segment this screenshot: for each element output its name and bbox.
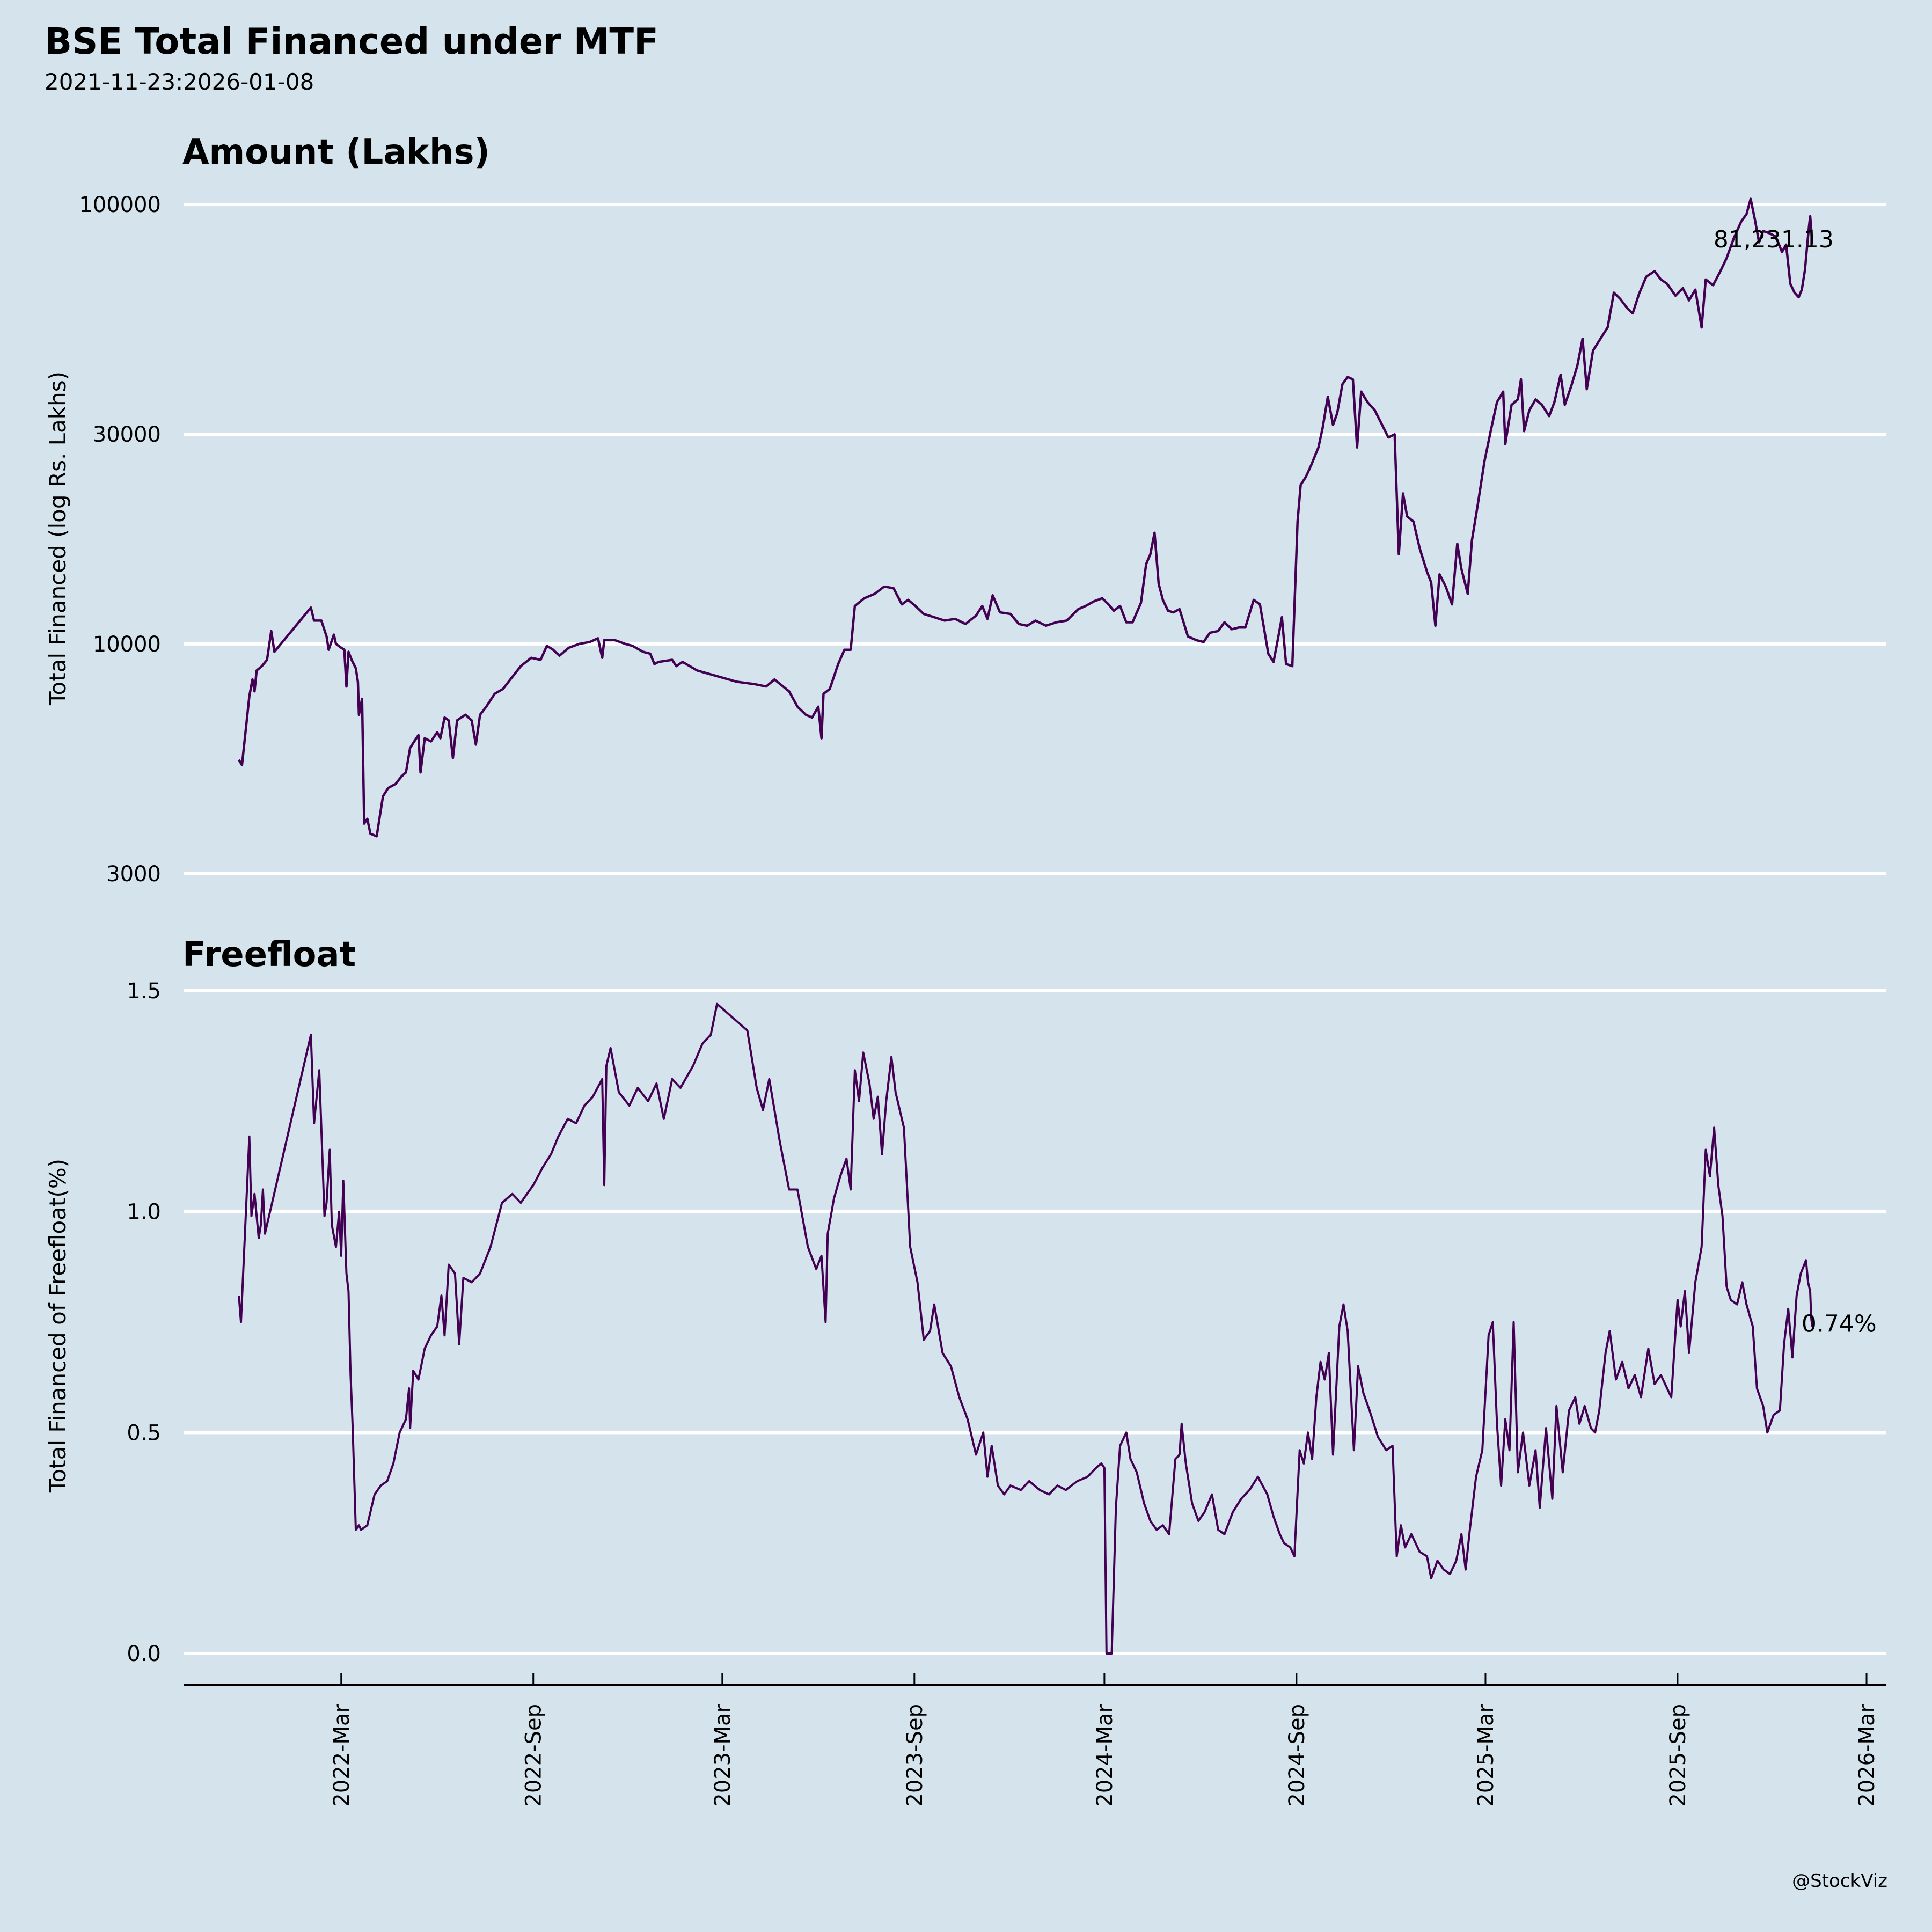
amount-y-tick-label: 3000 — [106, 862, 161, 887]
x-tick-label: 2022-Sep — [522, 1704, 546, 1807]
freefloat-last-value-label: 0.74% — [1802, 1311, 1877, 1338]
amount-gridlines — [184, 203, 1886, 875]
x-tick-label: 2025-Sep — [1666, 1704, 1690, 1807]
amount-y-tick-labels: 100000 30000 10000 3000 — [79, 193, 161, 887]
freefloat-y-axis-label: Total Financed of Freefloat(%) — [45, 1159, 71, 1493]
amount-panel-title: Amount (Lakhs) — [182, 133, 490, 172]
amount-panel: Amount (Lakhs) Total Financed (log Rs. L… — [45, 133, 1886, 887]
amount-y-tick-label: 100000 — [79, 193, 161, 217]
x-axis: 2022-Mar 2022-Sep 2023-Mar 2023-Sep 2024-Mar… — [184, 1673, 1886, 1807]
freefloat-panel: Freefloat Total Financed of Freefloat(%)… — [45, 935, 1886, 1666]
x-tick-label: 2024-Mar — [1093, 1703, 1117, 1806]
freefloat-series-line — [238, 1002, 1813, 1655]
footer-credit: @StockViz — [1792, 1870, 1887, 1892]
figure-subtitle: 2021-11-23:2026-01-08 — [45, 69, 314, 95]
x-tick-label: 2023-Sep — [903, 1704, 927, 1807]
amount-y-tick-label: 10000 — [93, 632, 161, 657]
amount-y-tick-label: 30000 — [93, 422, 161, 447]
freefloat-gridlines — [184, 989, 1886, 1655]
amount-y-axis-label: Total Financed (log Rs. Lakhs) — [45, 371, 71, 706]
amount-series-line — [238, 197, 1814, 838]
amount-last-value-label: 81,231.13 — [1714, 226, 1834, 253]
freefloat-y-tick-label: 1.5 — [127, 979, 161, 1004]
x-ticks: 2022-Mar 2022-Sep 2023-Mar 2023-Sep 2024-Mar… — [330, 1673, 1879, 1807]
freefloat-y-tick-label: 0.0 — [127, 1642, 161, 1666]
x-tick-label: 2022-Mar — [330, 1703, 354, 1806]
x-tick-label: 2026-Mar — [1855, 1703, 1879, 1806]
freefloat-y-tick-label: 1.0 — [127, 1200, 161, 1225]
freefloat-panel-title: Freefloat — [182, 935, 356, 975]
figure-title: BSE Total Financed under MTF — [45, 20, 658, 62]
x-tick-label: 2025-Mar — [1474, 1703, 1498, 1806]
freefloat-y-tick-label: 0.5 — [127, 1421, 161, 1445]
freefloat-y-tick-labels: 1.5 1.0 0.5 0.0 — [127, 979, 161, 1666]
x-tick-label: 2024-Sep — [1285, 1704, 1309, 1807]
x-tick-label: 2023-Mar — [711, 1703, 735, 1806]
